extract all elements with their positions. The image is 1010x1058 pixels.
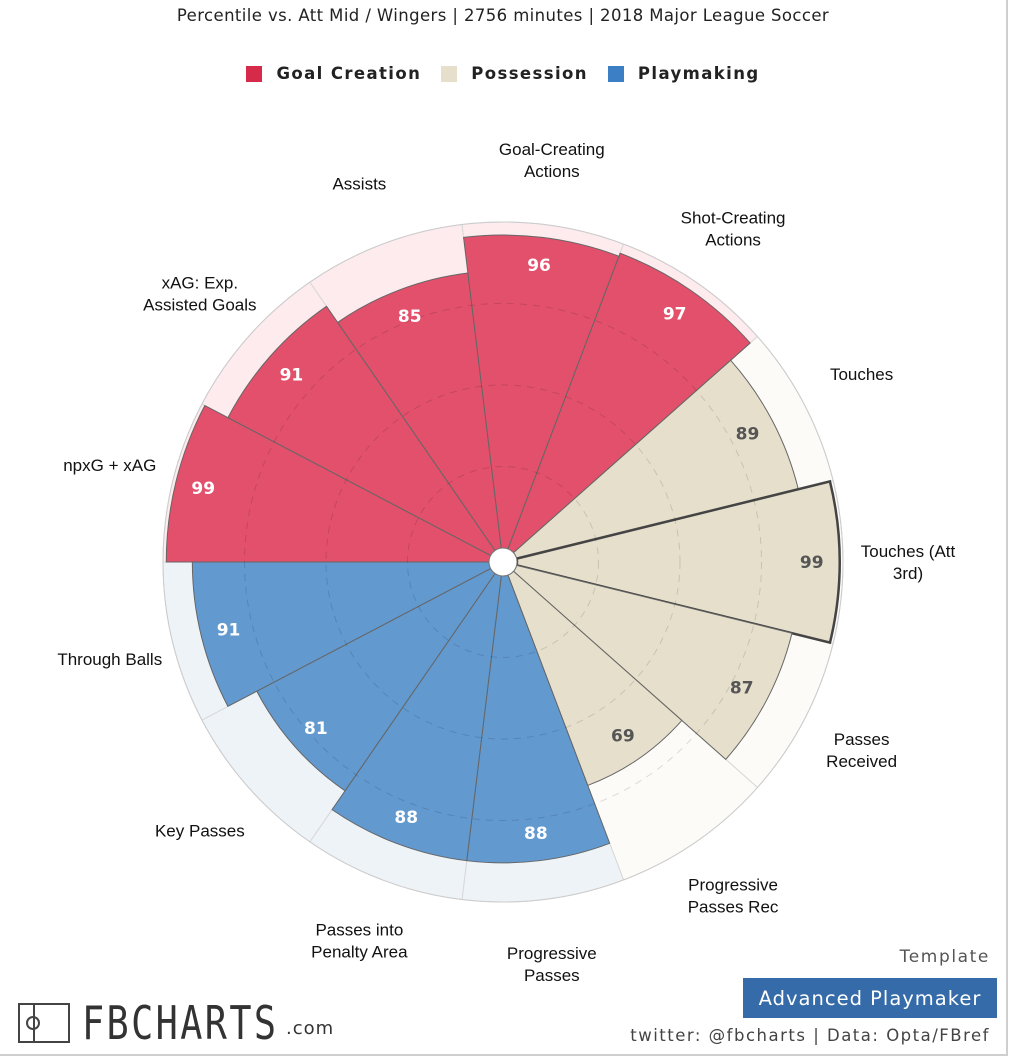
category-label: Touches (Att 3rd) xyxy=(861,542,956,583)
legend-item: Playmaking xyxy=(607,64,760,83)
value-label: 88 xyxy=(394,808,418,828)
category-label-line: Penalty Area xyxy=(311,943,408,962)
category-label-line: Passes xyxy=(524,966,580,985)
category-label: Passes into Penalty Area xyxy=(311,921,408,962)
category-label-line: npxG + xAG xyxy=(63,456,156,475)
fbcharts-logo: FBCHARTS .com xyxy=(18,996,333,1050)
category-label-line: Touches (Att xyxy=(861,542,956,561)
legend-swatch xyxy=(246,65,263,82)
category-label-line: Passes into xyxy=(315,921,403,940)
category-label-line: Assists xyxy=(332,174,386,193)
value-label: 85 xyxy=(398,307,422,327)
category-label: Progressive Passes Rec xyxy=(688,875,779,916)
value-label: 96 xyxy=(527,256,551,276)
logo-suffix: .com xyxy=(286,1018,335,1039)
legend-label: Playmaking xyxy=(637,64,760,83)
category-label-line: Shot-Creating xyxy=(681,209,786,228)
category-label-line: Actions xyxy=(705,231,761,250)
logo-text: FBCHARTS xyxy=(82,996,279,1050)
legend-swatch xyxy=(441,65,458,82)
credits: twitter: @fbcharts | Data: Opta/FBref xyxy=(630,1026,990,1045)
template-label: Template xyxy=(899,947,990,967)
category-label: npxG + xAG xyxy=(63,456,156,475)
category-label: Touches xyxy=(830,365,893,384)
category-label-line: Assisted Goals xyxy=(143,295,256,314)
value-label: 81 xyxy=(304,719,328,739)
category-label: Progressive Passes xyxy=(507,944,597,985)
category-label: Passes Received xyxy=(826,730,897,771)
category-label: Through Balls xyxy=(57,650,162,669)
legend-item: Possession xyxy=(441,64,588,83)
grid-ring xyxy=(325,384,681,740)
category-label-line: Passes Rec xyxy=(688,897,779,916)
category-label-line: Progressive xyxy=(507,944,597,963)
category-label-line: Goal-Creating xyxy=(499,140,605,159)
value-label: 89 xyxy=(736,425,760,445)
grid-ring xyxy=(407,466,599,658)
category-label: Key Passes xyxy=(155,822,245,841)
value-label: 91 xyxy=(217,621,241,641)
grid-ring xyxy=(244,303,762,821)
legend-item: Goal Creation xyxy=(246,64,421,83)
legend-swatch xyxy=(607,65,624,82)
category-label: xAG: Exp. Assisted Goals xyxy=(143,273,256,314)
chart-subtitle: Percentile vs. Att Mid / Wingers | 2756 … xyxy=(176,6,830,25)
value-label: 91 xyxy=(280,366,304,386)
center-hub xyxy=(488,547,518,577)
value-label: 99 xyxy=(191,479,215,499)
category-label-line: Passes xyxy=(834,730,890,749)
legend-label: Possession xyxy=(471,64,588,83)
category-label-line: Key Passes xyxy=(155,822,245,841)
value-label: 97 xyxy=(663,304,687,324)
template-name-badge: Advanced Playmaker xyxy=(743,978,997,1018)
category-label-line: Progressive xyxy=(688,875,778,894)
category-label: Assists xyxy=(332,174,386,193)
labels: 99 npxG + xAG 91 xAG: Exp. Assisted Goals 85 A… xyxy=(57,140,955,985)
category-label-line: 3rd) xyxy=(893,564,923,583)
value-label: 99 xyxy=(800,553,824,573)
category-label-line: Received xyxy=(826,752,897,771)
category-label-line: Through Balls xyxy=(57,650,162,669)
category-label: Shot-Creating Actions xyxy=(681,209,786,250)
pitch-icon xyxy=(18,1003,70,1043)
category-label-line: Actions xyxy=(524,162,580,181)
legend: Goal Creation Possession Playmaking xyxy=(0,64,1006,83)
value-label: 69 xyxy=(611,727,635,747)
category-label: Goal-Creating Actions xyxy=(499,140,605,181)
value-sectors xyxy=(165,234,841,864)
legend-label: Goal Creation xyxy=(276,64,422,83)
value-label: 87 xyxy=(730,678,754,698)
category-label-line: Touches xyxy=(830,365,893,384)
category-label-line: xAG: Exp. xyxy=(162,273,239,292)
outer-ring xyxy=(162,221,844,903)
value-label: 88 xyxy=(524,824,548,844)
grid-rings xyxy=(162,221,844,903)
